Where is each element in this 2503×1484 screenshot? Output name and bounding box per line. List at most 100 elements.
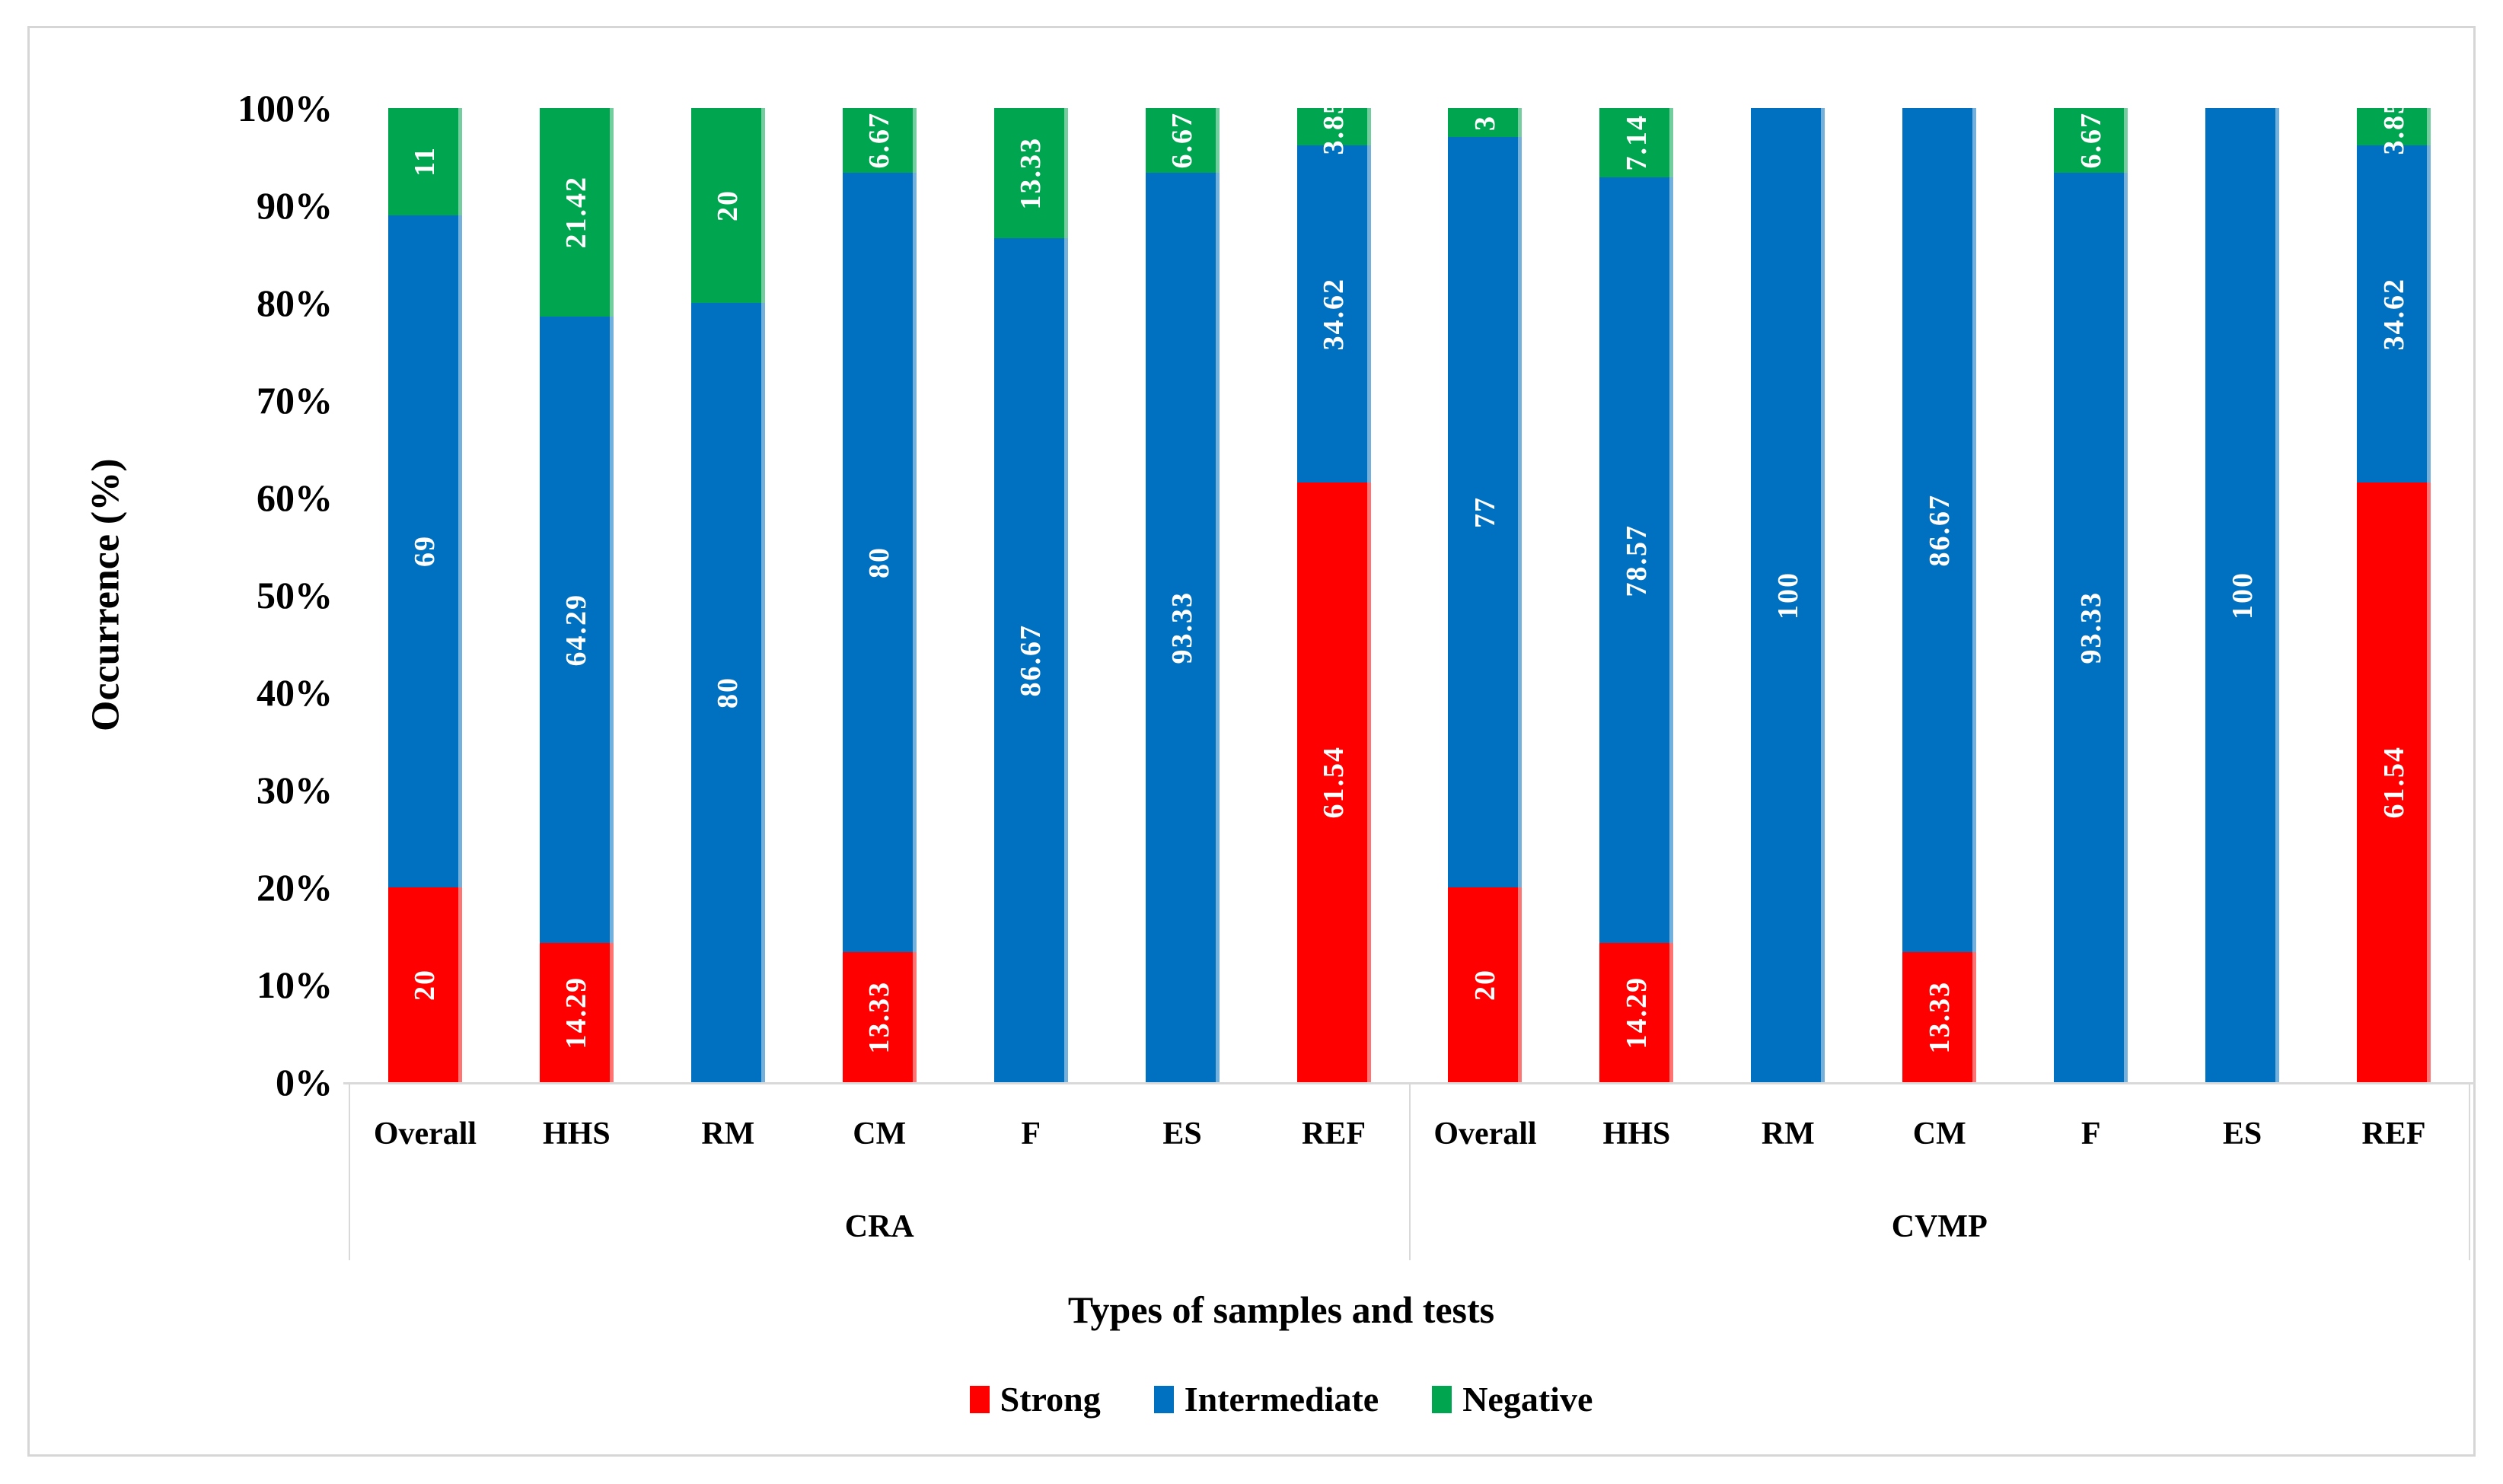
bar-segment-value-label: 3.85 [2377, 98, 2410, 155]
category-label-cm: CM [853, 1116, 907, 1151]
bar-segment-negative: 3.85 [1296, 98, 1371, 155]
legend-item-intermediate: Intermediate [1153, 1379, 1379, 1419]
category-label-es: ES [2222, 1116, 2262, 1151]
bar-segment-value-label: 93.33 [1166, 591, 1199, 664]
bar-segment-negative: 3 [1448, 108, 1523, 138]
legend-swatch-icon [1153, 1385, 1174, 1413]
bar-column: 20 77 3 [1448, 108, 1523, 1082]
bar-segment-negative: 6.67 [1145, 108, 1220, 174]
bar-segment-value-label: 13.33 [1923, 980, 1956, 1054]
bar-segment-intermediate: 93.33 [1145, 173, 1220, 1082]
bar-segment-intermediate: 93.33 [2054, 173, 2128, 1082]
y-tick-label: 90% [257, 184, 333, 227]
category-label-ref: REF [2361, 1116, 2426, 1151]
category-label-cm: CM [1912, 1116, 1966, 1151]
bar-segment-negative: 20 [690, 108, 765, 303]
x-axis-title: Types of samples and tests [1067, 1288, 1495, 1331]
y-tick-label: 100% [238, 87, 333, 129]
bar-column: 80 20 [690, 108, 765, 1082]
figure-border: Occurrence (%) 100% 90% 80% 70% 60% 50% 40% 30%… [27, 26, 2476, 1457]
bar-column: 86.67 13.33 [993, 108, 1068, 1082]
y-tick-label: 20% [257, 866, 333, 909]
bar-segment-value-label: 14.29 [1620, 976, 1653, 1049]
y-axis-title: Occurrence (%) [84, 458, 128, 732]
bar-column: 13.33 86.67 [1902, 108, 1977, 1082]
legend-item-negative: Negative [1432, 1379, 1593, 1419]
y-tick-label: 80% [257, 282, 333, 324]
bar-segment-strong: 61.54 [1296, 482, 1371, 1082]
bar-segment-intermediate: 100 [1751, 108, 1825, 1082]
bar-column: 100 [2205, 108, 2280, 1082]
bar-segment-intermediate: 80 [690, 303, 765, 1082]
y-tick-label: 30% [257, 769, 333, 811]
bar-segment-value-label: 64.29 [560, 593, 593, 667]
legend: Strong Intermediate Negative [30, 1379, 2503, 1419]
bar-segment-strong: 13.33 [1902, 952, 1977, 1082]
bar-segment-value-label: 20 [1468, 969, 1501, 1001]
bar-segment-value-label: 6.67 [2074, 112, 2107, 169]
bar-segment-strong: 13.33 [842, 952, 917, 1082]
y-tick-label: 70% [257, 379, 333, 422]
bar-segment-value-label: 93.33 [2074, 591, 2107, 664]
group-label-cra: CRA [844, 1209, 914, 1244]
bar-column: 100 [1751, 108, 1825, 1082]
bar-segment-value-label: 3 [1468, 114, 1501, 131]
bar-segment-value-label: 61.54 [2377, 746, 2410, 819]
bar-segment-value-label: 86.67 [1015, 623, 1047, 697]
bar-segment-strong: 20 [1448, 887, 1523, 1082]
bar-segment-value-label: 100 [1771, 571, 1804, 619]
y-tick-label: 0% [276, 1061, 333, 1103]
axis-group-divider [2469, 1084, 2470, 1260]
legend-label: Intermediate [1184, 1380, 1379, 1419]
plot-area: 20 69 11 14.29 64.29 21.42 80 20 13.33 80 6.67 86.6… [349, 98, 2470, 1082]
y-tick-label: 10% [257, 963, 333, 1006]
legend-label: Strong [1000, 1380, 1101, 1419]
category-label-f: F [2081, 1116, 2101, 1151]
bar-segment-value-label: 78.57 [1620, 524, 1653, 597]
bar-segment-value-label: 3.85 [1318, 98, 1350, 155]
bar-segment-intermediate: 80 [842, 173, 917, 953]
bar-segment-strong: 14.29 [539, 943, 614, 1082]
bar-segment-intermediate: 86.67 [993, 237, 1068, 1082]
bar-segment-value-label: 14.29 [560, 976, 593, 1049]
bar-segment-value-label: 20 [409, 969, 442, 1001]
group-label-cvmp: CVMP [1891, 1209, 1988, 1244]
bar-column: 13.33 80 6.67 [842, 108, 917, 1082]
bar-segment-value-label: 34.62 [2377, 277, 2410, 351]
bar-segment-value-label: 11 [409, 146, 442, 177]
bar-segment-value-label: 69 [409, 535, 442, 568]
bar-segment-intermediate: 64.29 [539, 317, 614, 944]
category-label-overall: Overall [373, 1116, 477, 1151]
category-label-hhs: HHS [1602, 1116, 1671, 1151]
bar-segment-value-label: 6.67 [1166, 112, 1199, 169]
bar-segment-strong: 14.29 [1599, 943, 1674, 1082]
bar-segment-value-label: 86.67 [1923, 493, 1956, 567]
axis-group-divider [349, 1084, 350, 1260]
bar-segment-intermediate: 100 [2205, 108, 2280, 1082]
bar-column: 14.29 78.57 7.14 [1599, 108, 1674, 1082]
legend-item-strong: Strong [969, 1379, 1101, 1419]
category-label-es: ES [1162, 1116, 1202, 1151]
bar-segment-negative: 6.67 [2054, 108, 2128, 174]
bar-segment-value-label: 34.62 [1318, 277, 1350, 351]
bar-segment-strong: 20 [387, 887, 462, 1082]
bar-segment-strong: 61.54 [2357, 482, 2431, 1082]
category-label-f: F [1021, 1116, 1041, 1151]
bar-segment-value-label: 100 [2226, 571, 2259, 619]
bar-segment-negative: 11 [387, 108, 462, 215]
bar-column: 61.54 34.62 3.85 [1296, 98, 1371, 1082]
bar-segment-value-label: 20 [712, 189, 745, 221]
legend-label: Negative [1462, 1380, 1593, 1419]
category-label-rm: RM [701, 1116, 755, 1151]
category-label-rm: RM [1761, 1116, 1815, 1151]
bar-segment-value-label: 80 [863, 546, 896, 579]
bar-column: 93.33 6.67 [2054, 108, 2128, 1082]
category-label-hhs: HHS [543, 1116, 611, 1151]
bar-segment-value-label: 61.54 [1318, 746, 1350, 819]
bar-column: 14.29 64.29 21.42 [539, 108, 614, 1082]
bar-segment-value-label: 77 [1468, 496, 1501, 529]
bar-segment-intermediate: 69 [387, 215, 462, 887]
bar-segment-value-label: 13.33 [1015, 136, 1047, 210]
bar-segment-value-label: 21.42 [560, 176, 593, 249]
x-axis-line [343, 1082, 2475, 1084]
